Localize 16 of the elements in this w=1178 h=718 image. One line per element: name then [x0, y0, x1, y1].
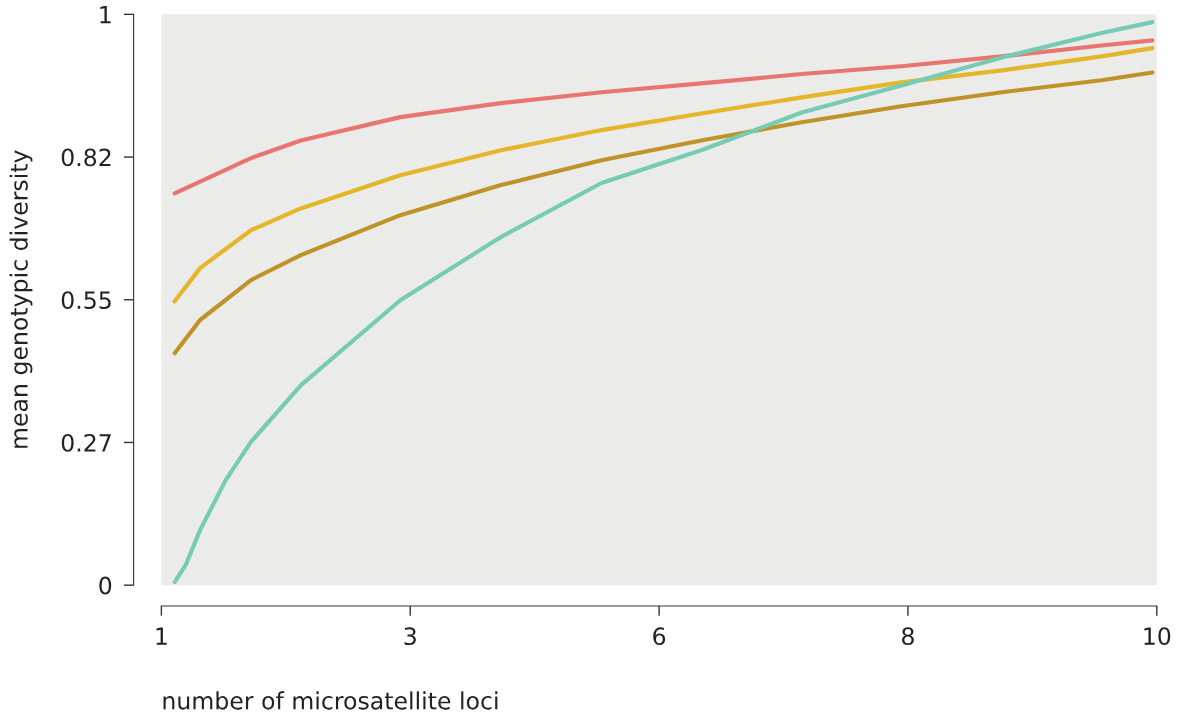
line-series — [172, 20, 1155, 585]
x-tick-label: 10 — [1144, 627, 1171, 646]
x-axis-title: number of microsatellite loci — [163, 691, 498, 710]
x-tick-label: 1 — [156, 627, 167, 645]
line-series — [172, 70, 1155, 356]
y-tick-label: 0.82 — [61, 148, 111, 167]
x-tick-label: 3 — [404, 627, 416, 646]
y-tick-label: 1 — [100, 6, 111, 24]
y-axis-title: mean genotypic diversity — [9, 150, 33, 448]
line-series — [172, 46, 1155, 304]
y-tick-label: 0.55 — [61, 291, 111, 310]
x-tick-label: 6 — [653, 627, 666, 646]
y-tick-label: 0 — [99, 576, 112, 595]
line-series — [172, 38, 1155, 196]
x-tick-label: 8 — [902, 627, 914, 646]
y-tick-label: 0.27 — [61, 433, 111, 452]
